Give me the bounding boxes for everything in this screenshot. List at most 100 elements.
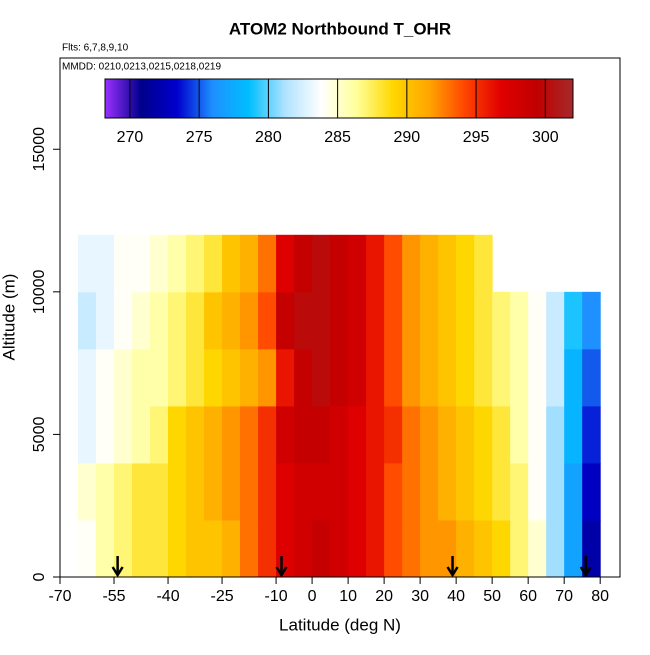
heat-cell [474,405,493,464]
heat-cell [330,291,349,350]
heat-cell [492,519,511,578]
heat-cell [132,291,151,350]
y-tick-label: 10000 [31,269,48,314]
heat-cell [96,234,115,293]
heat-cell [150,519,169,578]
heat-cell [528,462,547,521]
heat-cell [564,462,583,521]
heat-cell [564,519,583,578]
plot-frame [59,57,621,578]
heat-cell [420,462,439,521]
heat-cell [132,348,151,407]
heat-cell [276,405,295,464]
heat-cell [546,519,565,578]
heat-cell [492,462,511,521]
heat-cell [150,291,169,350]
heat-cell [204,348,223,407]
heat-cell [546,291,565,350]
heat-cell [366,405,385,464]
heat-cell [222,234,241,293]
colorbar-tick-label: 285 [324,129,351,146]
heat-cell [222,519,241,578]
heat-cell [564,405,583,464]
heat-cell [294,234,313,293]
heat-cell [240,462,259,521]
heat-cell [204,291,223,350]
colorbar-tick-label: 290 [393,129,420,146]
heat-cell [564,291,583,350]
heat-cell [114,234,133,293]
arrow [579,556,592,578]
heat-cell [438,462,457,521]
heat-cell [402,462,421,521]
colorbar-tick-label: 295 [463,129,490,146]
arrow-head [579,566,592,578]
heat-cell [150,405,169,464]
heat-cell [78,462,97,521]
heat-cell [348,462,367,521]
x-tick-label: 30 [411,588,429,605]
heat-cell [528,405,547,464]
heat-cell [294,462,313,521]
heat-cell [222,348,241,407]
heat-cell [438,405,457,464]
heat-cell [582,462,601,521]
heat-cell [402,234,421,293]
heat-cell [492,405,511,464]
heat-cell [222,291,241,350]
x-tick-label: -40 [156,588,179,605]
heat-cell [294,348,313,407]
heat-cell [168,234,187,293]
heat-cell [582,405,601,464]
heat-cell [258,348,277,407]
colorbar-tick-label: 280 [255,129,282,146]
heat-cell [330,234,349,293]
arrow-head [111,566,124,578]
heat-cell [492,348,511,407]
x-tick-label: 40 [447,588,465,605]
arrow-head [446,566,459,578]
heat-cell [528,291,547,350]
heat-cell [168,291,187,350]
heat-cell [330,348,349,407]
heat-cell [78,291,97,350]
heat-cell [402,405,421,464]
heat-cell [114,291,133,350]
heat-cell [366,291,385,350]
x-tick-label: 50 [483,588,501,605]
heat-cell [474,291,493,350]
heat-cell [294,405,313,464]
heat-cell [186,234,205,293]
x-tick-label: 20 [375,588,393,605]
heat-cell [312,519,331,578]
colorbar-tick-label: 275 [186,129,213,146]
heat-cell [222,462,241,521]
colorbar-tick-label: 300 [532,129,559,146]
heat-cell [546,405,565,464]
heat-cell [510,519,529,578]
x-tick-label: 0 [308,588,317,605]
heat-cell [132,462,151,521]
heat-cell [204,462,223,521]
heat-cell [168,519,187,578]
heat-cell [276,291,295,350]
colorbar-tick-label: 270 [117,129,144,146]
heat-cell [186,462,205,521]
x-tick-label: 60 [519,588,537,605]
heat-cell [384,405,403,464]
heat-cell [168,348,187,407]
annotation: Flts: 6,7,8,9,10 [62,43,129,54]
heat-cell [366,462,385,521]
heat-cell [240,234,259,293]
heat-cell [150,348,169,407]
heat-cell [240,348,259,407]
heat-cell [384,291,403,350]
heat-cell [114,405,133,464]
x-tick-label: -25 [210,588,233,605]
x-tick-label: 70 [555,588,573,605]
heat-cell [510,291,529,350]
heat-cell [222,405,241,464]
heat-cell [312,348,331,407]
heat-cell [276,348,295,407]
